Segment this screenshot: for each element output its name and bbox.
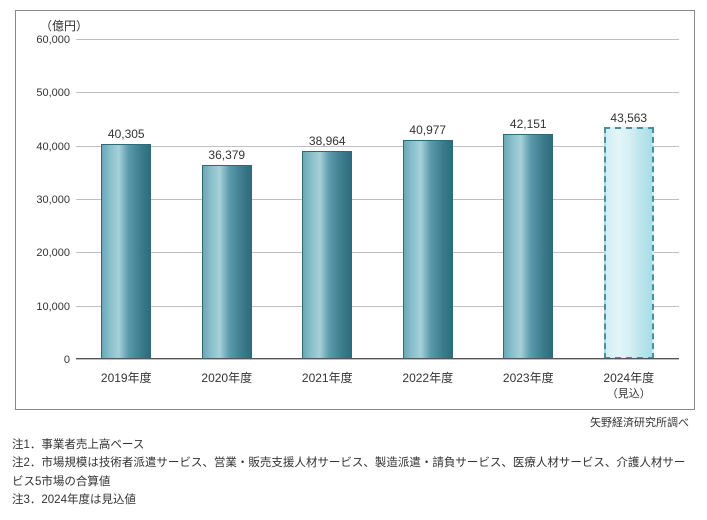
y-tick-label: 20,000 — [36, 247, 70, 259]
bar: 40,305 — [101, 144, 151, 359]
bar-value-label: 42,151 — [510, 117, 547, 131]
y-axis-unit-label: （億円） — [40, 17, 88, 34]
y-tick-label: 0 — [64, 354, 70, 366]
bar-slot: 42,151 — [478, 39, 579, 359]
plot-area: 010,00020,00030,00040,00050,00060,000 40… — [76, 39, 679, 359]
bar-value-label: 43,563 — [610, 111, 647, 125]
bar: 40,977 — [403, 140, 453, 359]
x-tick-label: 2021年度 — [277, 371, 378, 401]
bar-slot: 43,563 — [579, 39, 680, 359]
note-line: 注2．市場規模は技術者派遣サービス、営業・販売支援人材サービス、製造派遣・請負サ… — [12, 454, 695, 491]
note-line: 注1．事業者売上高ベース — [12, 436, 695, 454]
x-axis-labels: 2019年度2020年度2021年度2022年度2023年度2024年度（見込） — [76, 371, 679, 401]
y-tick-label: 30,000 — [36, 194, 70, 206]
y-tick-label: 50,000 — [36, 87, 70, 99]
bar-forecast: 43,563 — [604, 127, 654, 359]
note-line: 注3．2024年度は見込値 — [12, 491, 695, 509]
x-tick-sublabel: （見込） — [579, 387, 680, 401]
bar: 42,151 — [503, 134, 553, 359]
x-axis-baseline — [76, 358, 679, 359]
bar-slot: 36,379 — [177, 39, 278, 359]
y-tick-label: 60,000 — [36, 34, 70, 46]
x-tick-label: 2023年度 — [478, 371, 579, 401]
attribution-text: 矢野経済研究所調べ — [0, 414, 689, 430]
bar-value-label: 40,977 — [409, 123, 446, 137]
bar-value-label: 40,305 — [108, 127, 145, 141]
x-tick-label: 2022年度 — [378, 371, 479, 401]
notes-block: 注1．事業者売上高ベース 注2．市場規模は技術者派遣サービス、営業・販売支援人材… — [12, 436, 695, 510]
bar: 38,964 — [302, 151, 352, 359]
x-tick-label: 2024年度（見込） — [579, 371, 680, 401]
bars-group: 40,305 36,379 38,964 40,977 42,151 43,563 — [76, 39, 679, 359]
bar-slot: 40,305 — [76, 39, 177, 359]
bar-value-label: 36,379 — [208, 148, 245, 162]
x-tick-label: 2020年度 — [177, 371, 278, 401]
gridline: 0 — [76, 359, 679, 360]
y-tick-label: 10,000 — [36, 301, 70, 313]
chart-container: （億円） 010,00020,00030,00040,00050,00060,0… — [15, 10, 695, 410]
bar-value-label: 38,964 — [309, 134, 346, 148]
bar: 36,379 — [202, 165, 252, 359]
bar-slot: 38,964 — [277, 39, 378, 359]
y-tick-label: 40,000 — [36, 141, 70, 153]
bar-slot: 40,977 — [378, 39, 479, 359]
x-tick-label: 2019年度 — [76, 371, 177, 401]
